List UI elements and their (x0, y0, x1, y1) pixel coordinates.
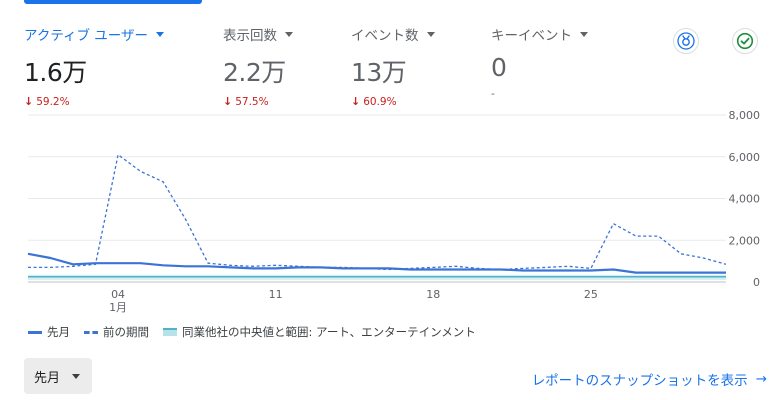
legend-previous: 前の期間 (84, 324, 149, 340)
metric-value: 0 (491, 53, 507, 82)
metric-delta: - (491, 88, 495, 100)
metric-key-events[interactable]: キーイベント 0 - (491, 24, 588, 100)
band-swatch (163, 328, 177, 336)
series-last-month-line (27, 252, 726, 274)
legend-current: 先月 (28, 324, 70, 340)
dropdown-caret-icon[interactable] (285, 32, 293, 37)
active-tab-indicator (24, 0, 202, 4)
x-tick-label: 25 (584, 288, 598, 301)
metric-label: アクティブ ユーザー (24, 28, 149, 44)
metric-delta: 57.5% (235, 95, 269, 108)
metric-delta: 59.2% (36, 95, 70, 108)
dropdown-caret-icon[interactable] (426, 32, 435, 37)
metric-event-count[interactable]: イベント数 13万 ↓ 60.9% (351, 24, 435, 108)
legend-label: 前の期間 (103, 325, 149, 339)
dropdown-caret-icon (72, 374, 81, 379)
arrow-right-icon: → (755, 371, 767, 387)
down-arrow-icon: ↓ (223, 95, 233, 108)
series-previous-period-line (28, 153, 727, 271)
metric-value: 1.6万 (24, 58, 87, 87)
metric-delta: 60.9% (363, 95, 397, 108)
period-select-value: 先月 (34, 370, 61, 386)
solid-line-swatch (28, 330, 42, 334)
x-tick-label: 18 (426, 288, 440, 301)
metric-active-users[interactable]: アクティブ ユーザー 1.6万 ↓ 59.2% (24, 24, 165, 108)
insights-badge-icon[interactable] (673, 28, 699, 54)
metric-label: イベント数 (351, 28, 419, 44)
dropdown-caret-icon[interactable] (580, 32, 588, 37)
x-tick-sublabel: 1月 (109, 301, 127, 314)
metric-label: キーイベント (491, 28, 572, 44)
view-report-snapshot-link[interactable]: レポートのスナップショットを表示 → (532, 369, 767, 389)
y-tick-label: 4,000 (729, 193, 761, 206)
metric-value: 13万 (351, 58, 407, 87)
legend-label: 同業他社の中央値と範囲: アート、エンターテインメント (182, 325, 476, 339)
chart-legend: 先月 前の期間 同業他社の中央値と範囲: アート、エンターテインメント (28, 324, 490, 340)
check-circle-icon[interactable] (732, 28, 758, 54)
y-tick-label: 6,000 (729, 151, 761, 164)
metric-views[interactable]: 表示回数 2.2万 ↓ 57.5% (223, 24, 293, 108)
down-arrow-icon: ↓ (351, 95, 361, 108)
dropdown-caret-icon[interactable] (156, 32, 165, 37)
dashed-line-swatch (84, 330, 98, 334)
period-select[interactable]: 先月 (24, 358, 92, 394)
y-tick-label: 2,000 (729, 234, 761, 247)
x-tick-label: 11 (269, 288, 283, 301)
down-arrow-icon: ↓ (24, 95, 34, 108)
x-tick-label: 04 (111, 288, 125, 301)
legend-label: 先月 (47, 325, 70, 339)
y-tick-label: 8,000 (729, 109, 761, 122)
y-tick-label: 0 (753, 276, 760, 289)
report-link-label: レポートのスナップショットを表示 (531, 373, 748, 389)
metric-label: 表示回数 (223, 28, 277, 44)
legend-benchmark: 同業他社の中央値と範囲: アート、エンターテインメント (163, 324, 476, 340)
metric-value: 2.2万 (223, 58, 286, 87)
